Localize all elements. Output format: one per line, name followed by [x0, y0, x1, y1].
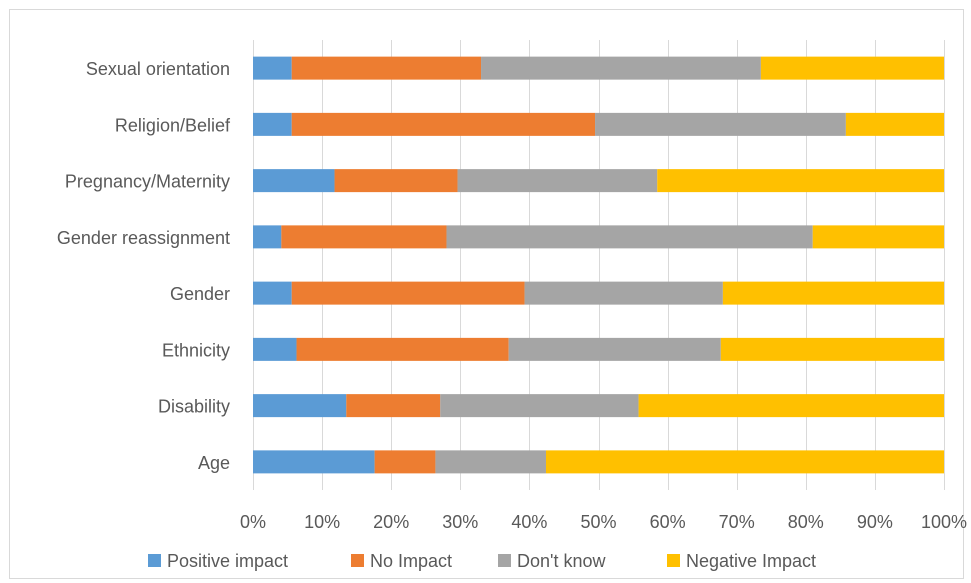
- bar-7-0: [253, 56, 292, 80]
- category-label-7: Sexual orientation: [86, 59, 230, 79]
- bar-3-2: [524, 281, 723, 305]
- bar-6-2: [595, 112, 846, 136]
- bar-5-2: [457, 169, 658, 193]
- bar-1-2: [440, 394, 639, 418]
- bar-6-0: [253, 112, 292, 136]
- x-tick-label-0: 0%: [240, 512, 266, 532]
- bar-0-0: [253, 450, 375, 474]
- x-tick-label-8: 80%: [788, 512, 824, 532]
- x-tick-label-9: 90%: [857, 512, 893, 532]
- bar-5-0: [253, 169, 335, 193]
- bar-4-1: [281, 225, 447, 249]
- bar-0-2: [435, 450, 546, 474]
- category-label-4: Gender reassignment: [57, 228, 230, 248]
- bar-7-1: [291, 56, 482, 80]
- bar-5-1: [334, 169, 458, 193]
- bar-2-1: [296, 337, 509, 361]
- x-tick-label-5: 50%: [580, 512, 616, 532]
- bar-7-3: [760, 56, 944, 80]
- x-tick-label-7: 70%: [719, 512, 755, 532]
- legend-swatch-3: [667, 554, 680, 567]
- legend-label-0: Positive impact: [167, 551, 288, 571]
- bar-1-0: [253, 394, 347, 418]
- category-label-0: Age: [198, 453, 230, 473]
- category-label-2: Ethnicity: [162, 340, 230, 360]
- bar-6-1: [291, 112, 596, 136]
- bar-2-3: [720, 337, 944, 361]
- legend-label-3: Negative Impact: [686, 551, 816, 571]
- bar-3-0: [253, 281, 292, 305]
- legend: Positive impact No Impact Don't know Negati…: [148, 551, 816, 571]
- legend-swatch-1: [351, 554, 364, 567]
- x-tick-label-3: 30%: [442, 512, 478, 532]
- x-tick-labels: 0% 10% 20% 30% 40% 50% 60% 70% 80% 90% 100%: [240, 512, 967, 532]
- bar-4-2: [446, 225, 813, 249]
- bar-1-3: [638, 394, 944, 418]
- bar-7-2: [481, 56, 761, 80]
- category-label-6: Religion/Belief: [115, 115, 231, 135]
- category-label-3: Gender: [170, 284, 230, 304]
- bar-2-2: [508, 337, 721, 361]
- category-label-1: Disability: [158, 397, 230, 417]
- bars: [253, 56, 944, 474]
- bar-2-0: [253, 337, 297, 361]
- x-tick-label-6: 60%: [650, 512, 686, 532]
- bar-6-3: [845, 112, 944, 136]
- x-tick-label-10: 100%: [921, 512, 967, 532]
- bar-3-1: [291, 281, 525, 305]
- legend-label-1: No Impact: [370, 551, 452, 571]
- category-label-5: Pregnancy/Maternity: [65, 172, 230, 192]
- category-labels: Age Disability Ethnicity Gender Gender reass…: [57, 59, 231, 473]
- bar-0-3: [545, 450, 944, 474]
- x-tick-label-2: 20%: [373, 512, 409, 532]
- legend-swatch-2: [498, 554, 511, 567]
- bar-4-3: [812, 225, 944, 249]
- legend-swatch-0: [148, 554, 161, 567]
- bar-4-0: [253, 225, 282, 249]
- bar-3-3: [722, 281, 944, 305]
- gridlines: [253, 40, 945, 490]
- x-tick-label-1: 10%: [304, 512, 340, 532]
- x-tick-label-4: 40%: [511, 512, 547, 532]
- bar-5-3: [657, 169, 944, 193]
- bar-0-1: [374, 450, 436, 474]
- legend-label-2: Don't know: [517, 551, 606, 571]
- bar-1-1: [346, 394, 441, 418]
